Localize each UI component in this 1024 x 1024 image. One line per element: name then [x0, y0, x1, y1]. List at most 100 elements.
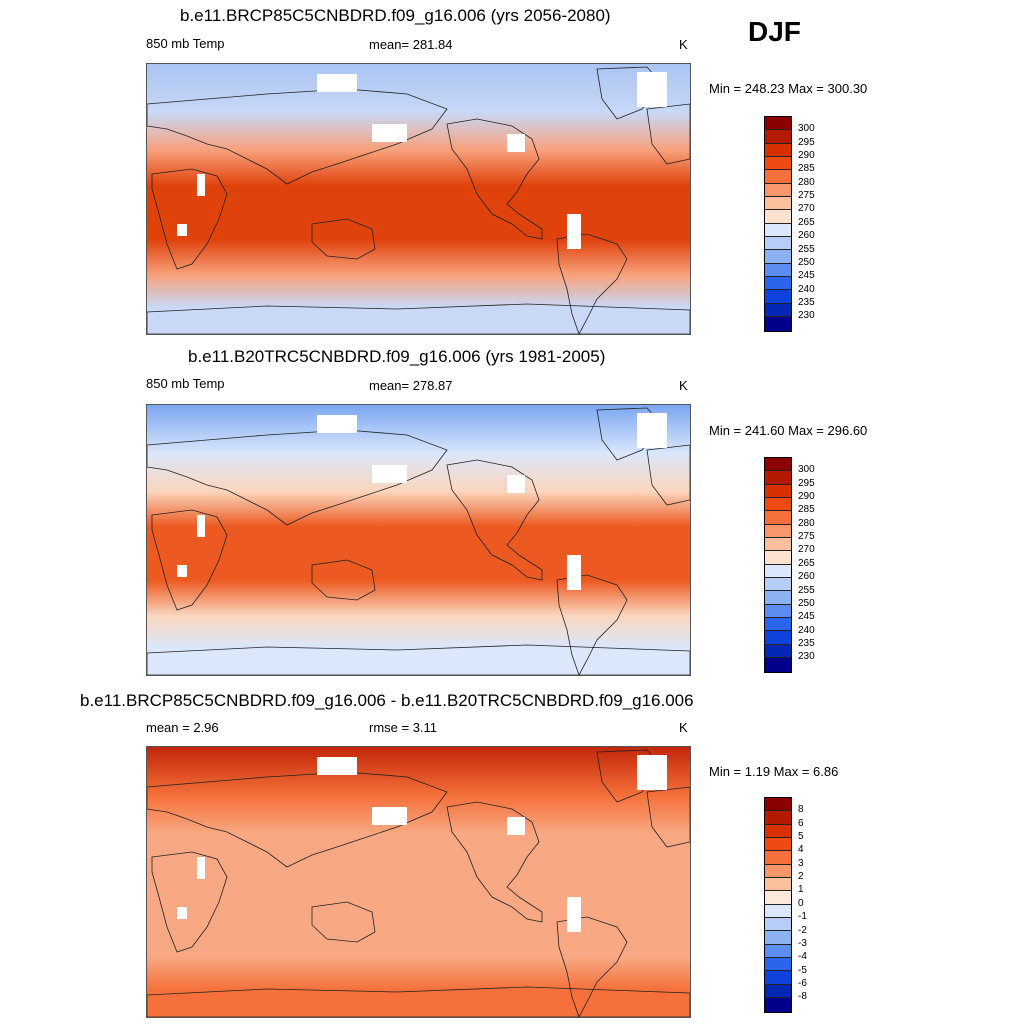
- colorbar-swatch: [765, 658, 791, 672]
- colorbar-swatch: [765, 578, 791, 592]
- missing-data-mask: [507, 817, 525, 835]
- missing-data-mask: [637, 413, 667, 448]
- colorbar-label: 285: [798, 504, 815, 516]
- colorbar-label: 265: [798, 557, 815, 569]
- colorbar-label: 255: [798, 584, 815, 596]
- season-label: DJF: [748, 16, 801, 47]
- coastline: [596, 749, 663, 803]
- panel2-title: b.e11.B20TRC5CNBDRD.f09_g16.006 (yrs 198…: [188, 347, 606, 366]
- colorbar-label: -3: [798, 937, 807, 949]
- colorbar-swatch: [765, 210, 791, 224]
- colorbar-swatch: [765, 564, 791, 579]
- colorbar-swatch: [765, 290, 791, 304]
- colorbar-label: 275: [798, 190, 815, 202]
- colorbar-label: 270: [798, 544, 815, 556]
- colorbar-swatch: [765, 498, 791, 512]
- colorbar-label: -1: [798, 911, 807, 923]
- coastline: [556, 916, 628, 1017]
- missing-data-mask: [637, 755, 667, 790]
- colorbar-label: 300: [798, 123, 815, 135]
- temperature-field: [147, 64, 690, 334]
- colorbar-swatch: [765, 878, 791, 892]
- panel3-map: [146, 746, 691, 1018]
- colorbar-swatch: [765, 157, 791, 171]
- colorbar-swatch: [765, 183, 791, 198]
- coastline: [147, 644, 690, 675]
- colorbar-label: 2: [798, 871, 804, 883]
- colorbar-label: 290: [798, 491, 815, 503]
- colorbar-swatch: [765, 471, 791, 485]
- colorbar-swatch: [765, 484, 791, 499]
- colorbar-swatch: [765, 798, 791, 812]
- colorbar-swatch: [765, 904, 791, 919]
- colorbar-swatch: [765, 604, 791, 619]
- colorbar-swatch: [765, 918, 791, 932]
- colorbar-label: 290: [798, 150, 815, 162]
- colorbar-label: -6: [798, 977, 807, 989]
- panel1-title: b.e11.BRCP85C5CNBDRD.f09_g16.006 (yrs 20…: [180, 6, 611, 25]
- colorbar-swatch: [765, 223, 791, 238]
- colorbar-label: 260: [798, 230, 815, 242]
- colorbar-label: 300: [798, 464, 815, 476]
- missing-data-mask: [507, 134, 525, 152]
- panel3-mean: mean = 2.96: [146, 720, 219, 735]
- colorbar-swatch: [765, 864, 791, 879]
- panel2-map: [146, 404, 691, 676]
- colorbar-swatch: [765, 524, 791, 539]
- coastline: [596, 407, 663, 461]
- missing-data-mask: [372, 807, 407, 825]
- colorbar-swatch: [765, 117, 791, 131]
- missing-data-mask: [372, 465, 407, 483]
- colorbar-label: 0: [798, 897, 804, 909]
- colorbar-label: 230: [798, 651, 815, 663]
- missing-data-mask: [372, 124, 407, 142]
- colorbar-swatch: [765, 618, 791, 632]
- colorbar-label: 245: [798, 270, 815, 282]
- colorbar-label: 285: [798, 163, 815, 175]
- missing-data-mask: [637, 72, 667, 107]
- colorbar-swatch: [765, 197, 791, 211]
- colorbar-swatch: [765, 458, 791, 472]
- colorbar-label: 6: [798, 817, 804, 829]
- colorbar-swatch: [765, 317, 791, 331]
- colorbar-swatch: [765, 277, 791, 291]
- coastline: [311, 559, 376, 601]
- colorbar-label: 295: [798, 477, 815, 489]
- colorbar-swatch: [765, 511, 791, 525]
- colorbar-swatch: [765, 130, 791, 144]
- colorbar-label: 250: [798, 597, 815, 609]
- colorbar-label: 270: [798, 203, 815, 215]
- coastline: [311, 218, 376, 260]
- coastline: [446, 118, 543, 240]
- missing-data-mask: [177, 907, 187, 919]
- panel1-units: K: [679, 37, 688, 52]
- colorbar-swatch: [765, 984, 791, 999]
- panel3-title: b.e11.BRCP85C5CNBDRD.f09_g16.006 - b.e11…: [80, 691, 694, 710]
- missing-data-mask: [317, 74, 357, 92]
- coastline: [646, 103, 690, 165]
- panel2-units: K: [679, 378, 688, 393]
- colorbar-swatch: [765, 998, 791, 1012]
- colorbar-swatch: [765, 958, 791, 972]
- colorbar-label: 250: [798, 256, 815, 268]
- colorbar-label: 295: [798, 136, 815, 148]
- coastline: [151, 509, 228, 611]
- colorbar-label: 1: [798, 884, 804, 896]
- coastline: [446, 801, 543, 923]
- missing-data-mask: [317, 415, 357, 433]
- colorbar-swatch: [765, 971, 791, 985]
- colorbar-label: 4: [798, 844, 804, 856]
- colorbar-label: 235: [798, 637, 815, 649]
- coastline: [646, 786, 690, 848]
- temperature-field: [147, 747, 690, 1017]
- colorbar-label: -8: [798, 991, 807, 1003]
- colorbar-label: 235: [798, 296, 815, 308]
- coastline: [151, 851, 228, 953]
- panel3-colorbar: [764, 797, 792, 1013]
- coastline: [147, 303, 690, 334]
- coastline: [147, 986, 690, 1017]
- coastline: [596, 66, 663, 120]
- missing-data-mask: [197, 857, 205, 879]
- panel3-rmse: rmse = 3.11: [369, 720, 438, 735]
- colorbar-swatch: [765, 851, 791, 865]
